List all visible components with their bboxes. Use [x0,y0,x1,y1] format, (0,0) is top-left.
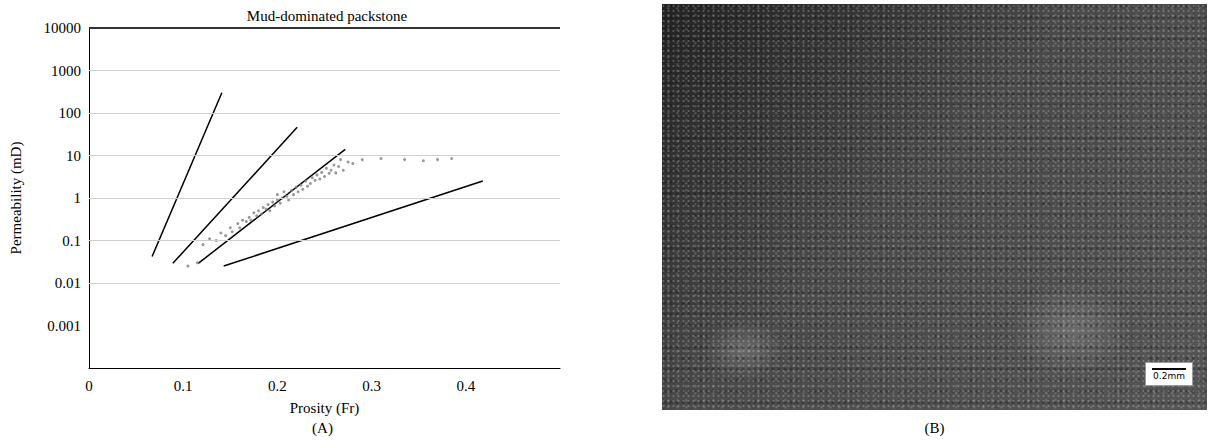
svg-text:0.01: 0.01 [55,275,81,291]
svg-text:0.1: 0.1 [174,378,193,394]
html-text:0.2mm: 0.2mm [1153,371,1185,381]
svg-text:10: 10 [66,148,81,164]
svg-text:Prosity (Fr): Prosity (Fr) [290,400,360,417]
svg-text:Mud-dominated packstone: Mud-dominated packstone [247,8,408,24]
svg-text:100: 100 [59,105,82,121]
svg-text:10000: 10000 [44,20,82,36]
svg-text:0.3: 0.3 [362,378,381,394]
svg-text:1000: 1000 [51,63,81,79]
svg-text:1: 1 [74,190,82,206]
svg-text:Permeability (mD): Permeability (mD) [8,142,25,255]
svg-text:0.1: 0.1 [62,233,81,249]
html-text:(B): (B) [924,420,945,436]
svg-text:0: 0 [85,378,93,394]
svg-text:0.2: 0.2 [268,378,287,394]
html-text:(A): (A) [312,420,333,436]
svg-text:0.4: 0.4 [456,378,475,394]
svg-text:0.001: 0.001 [47,318,81,334]
